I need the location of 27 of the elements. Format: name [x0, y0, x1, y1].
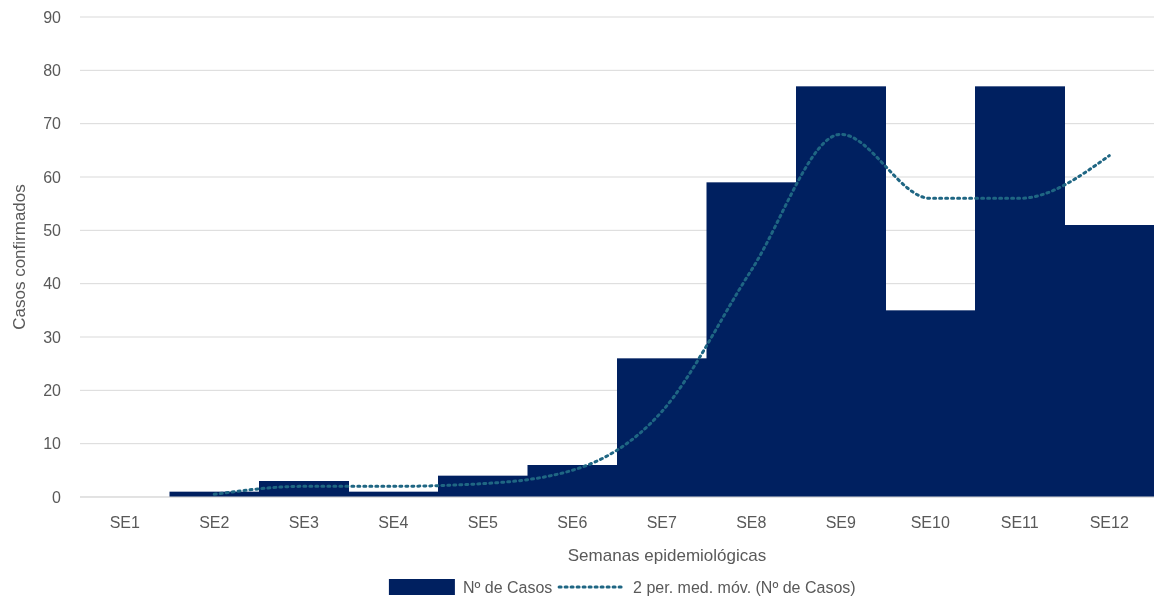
x-tick-label: SE12: [1089, 514, 1129, 531]
x-tick-label: SE1: [109, 514, 140, 531]
legend-label: Nº de Casos: [462, 578, 553, 596]
y-tick-label: 50: [43, 221, 62, 239]
x-axis-title: Semanas epidemiológicas: [567, 546, 767, 565]
y-tick-label: 20: [43, 381, 62, 399]
x-tick-label: SE7: [646, 514, 677, 531]
y-axis-title: Casos confirmados: [10, 184, 29, 330]
x-tick-label: SE10: [910, 514, 950, 531]
line-series: [212, 132, 1111, 496]
x-tick-label: SE2: [199, 514, 230, 531]
x-tick-label: SE11: [1000, 514, 1039, 531]
x-tick-label: SE8: [736, 514, 767, 531]
y-tick-label: 70: [43, 115, 62, 133]
y-tick-label: 80: [43, 61, 62, 79]
x-tick-label: SE6: [557, 514, 588, 531]
y-tick-label: 40: [43, 275, 62, 293]
x-tick-label: SE3: [288, 514, 319, 531]
legend-label: 2 per. med. móv. (Nº de Casos): [633, 578, 856, 596]
y-tick-label: 90: [43, 8, 62, 26]
x-tick-label: SE5: [467, 514, 498, 531]
y-tick-label: 60: [43, 168, 62, 186]
x-tick-label: SE9: [825, 514, 856, 531]
y-tick-label: 0: [52, 488, 62, 506]
y-tick-label: 10: [43, 435, 62, 453]
x-tick-label: SE4: [378, 514, 409, 531]
y-tick-label: 30: [43, 328, 62, 346]
